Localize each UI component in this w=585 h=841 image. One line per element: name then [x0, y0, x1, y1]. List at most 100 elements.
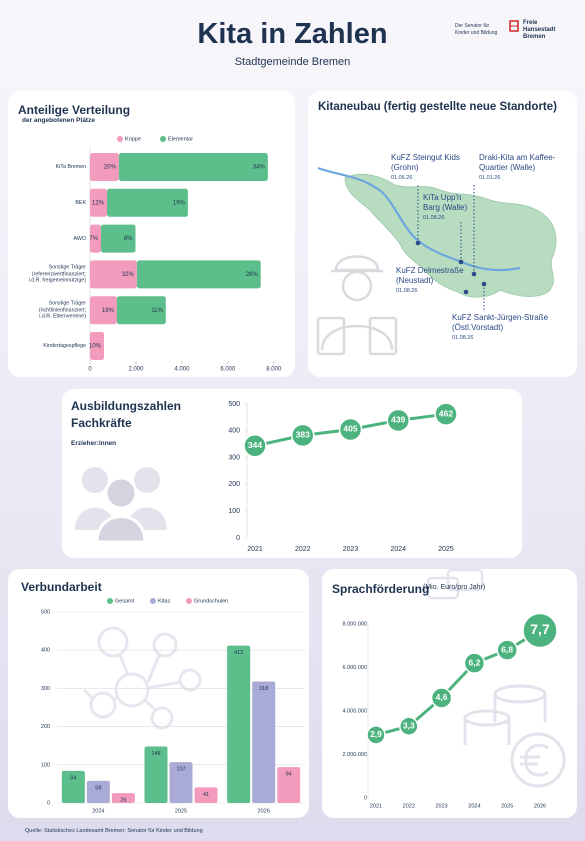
data-label: 7% — [89, 236, 98, 242]
site-marker — [463, 289, 469, 295]
bar-segment — [90, 224, 102, 253]
data-label: 84 — [70, 775, 76, 781]
legend-swatch — [150, 598, 156, 604]
worker-icon — [316, 255, 398, 356]
legend-swatch — [107, 598, 113, 604]
bar — [277, 767, 301, 803]
x-tick-label: 2025 — [175, 808, 187, 814]
x-tick-label: 2025 — [501, 803, 513, 809]
bar-segment — [116, 296, 166, 325]
marker — [399, 716, 419, 736]
data-label: 318 — [259, 686, 268, 692]
bar-segment — [90, 332, 105, 360]
x-tick-label: 2023 — [435, 803, 447, 809]
page-title: Kita in Zahlen — [197, 18, 388, 50]
y-tick-label: KiTa Bremen — [55, 163, 86, 170]
site-date: 01.01.26 — [479, 175, 501, 181]
y-tick-label: 400 — [41, 648, 50, 654]
data-label: 19% — [102, 308, 115, 314]
site-date: 01.08.26 — [452, 335, 474, 341]
y-tick-label: 2.000.000 — [343, 752, 367, 758]
y-tick-label: 500 — [228, 401, 240, 408]
y-tick-label: 100 — [228, 508, 240, 515]
y-tick-label: 6.000.000 — [343, 665, 367, 671]
logo-text: Der Senator für Kinder und Bildung — [455, 23, 498, 36]
x-tick-label: 2024 — [468, 803, 480, 809]
x-tick-label: 2025 — [438, 546, 454, 553]
data-label: 4,6 — [436, 692, 448, 702]
source: Quelle: Statistisches Landesamt Bremen; … — [25, 828, 203, 834]
y-tick-label: 400 — [228, 428, 240, 435]
bar — [169, 762, 193, 803]
bar-segment — [118, 153, 268, 181]
people-icon — [75, 467, 167, 544]
marker — [386, 408, 410, 433]
legend-swatch — [160, 136, 166, 142]
site-date: 01.08.26 — [396, 288, 418, 294]
data-label: 8% — [124, 236, 133, 242]
bar — [61, 770, 85, 803]
bar-segment — [90, 188, 108, 217]
x-tick-label: 2024 — [92, 808, 104, 814]
marker — [243, 434, 267, 458]
legend-label: Grundschulen — [194, 598, 228, 604]
data-label: 6,8 — [501, 644, 513, 654]
marker — [338, 417, 363, 442]
bar-segment — [136, 260, 261, 289]
y-tick-label: 4.000.000 — [343, 708, 367, 714]
y-tick-label: Kindertagespflege — [43, 342, 86, 349]
chart-subtitle: (Mio. Euro/pro Jahr) — [423, 584, 486, 591]
legend-label: Elementar — [168, 136, 193, 142]
x-tick-label: 2.000 — [128, 367, 144, 373]
logo-text: Freie Hansestadt Bremen — [523, 20, 556, 40]
x-tick-label: 8.000 — [266, 367, 282, 373]
data-label: 94 — [286, 772, 292, 778]
bar-segment — [90, 153, 119, 181]
map-title: Kitaneubau (fertig gestellte neue Stando… — [318, 101, 557, 113]
x-tick-label: 2022 — [295, 546, 311, 553]
y-tick-label: Sonstige Träger (referenzwertfinanziert;… — [28, 264, 86, 284]
marker — [496, 639, 518, 661]
legend-label: Kitas — [158, 598, 170, 604]
data-label: 107 — [176, 767, 185, 773]
chart-subtitle: Erzieher:innen — [71, 440, 117, 447]
chart-title: Sprachförderung — [332, 582, 430, 596]
chart-title: Anteilige Verteilung — [18, 103, 131, 117]
site-marker — [471, 271, 477, 277]
data-label: 26 — [120, 798, 126, 804]
y-tick-label: 200 — [41, 724, 50, 730]
legend-label: Krippe — [125, 136, 141, 142]
map — [317, 166, 557, 298]
marker — [291, 423, 315, 448]
coins-icon — [463, 684, 566, 788]
data-label: 34% — [253, 165, 266, 171]
legend-swatch — [186, 598, 192, 604]
x-tick-label: 2026 — [534, 803, 546, 809]
data-label: 462 — [439, 408, 453, 418]
y-tick-label: BEK — [75, 199, 86, 206]
data-label: 405 — [343, 424, 357, 434]
bar — [252, 681, 276, 803]
data-label: 20% — [104, 165, 117, 171]
site-name: KuFZ Delmestraße (Neustadt) — [396, 266, 464, 286]
data-label: 439 — [391, 415, 405, 425]
data-label: 383 — [296, 430, 310, 440]
data-label: 12% — [92, 200, 105, 206]
y-tick-label: 0 — [364, 795, 367, 801]
x-tick-label: 2024 — [390, 546, 406, 553]
marker — [463, 652, 486, 674]
bar-segment — [107, 188, 188, 217]
marker — [522, 612, 558, 649]
bubble-icon — [426, 568, 484, 600]
data-label: 10% — [89, 344, 102, 350]
y-tick-label: 0 — [236, 535, 240, 542]
bar-segment — [90, 296, 117, 325]
x-tick-label: 0 — [88, 367, 92, 373]
bar-segment — [101, 224, 136, 253]
x-tick-label: 2022 — [403, 803, 415, 809]
data-label: 3,3 — [403, 720, 415, 730]
site-date: 01.08.26 — [423, 215, 445, 221]
site-name: Draki-Kita am Kaffee- Quartier (Walle) — [479, 153, 556, 173]
